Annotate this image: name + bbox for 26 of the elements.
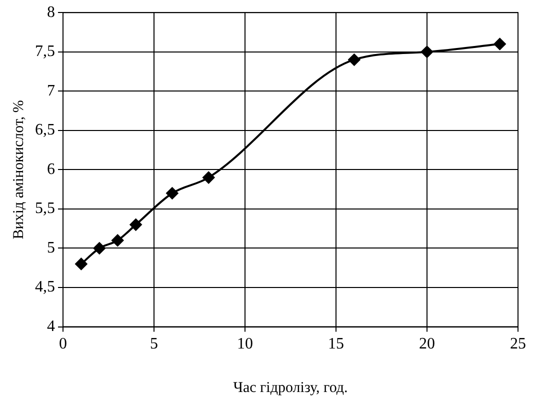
- y-tick-label: 4: [47, 318, 55, 336]
- y-tick-label: 8: [47, 4, 55, 21]
- point: [421, 46, 433, 58]
- point: [130, 218, 142, 231]
- x-axis-title: Час гідролізу, год.: [233, 380, 348, 396]
- point: [75, 258, 88, 270]
- x-tick-label: 20: [419, 336, 435, 353]
- y-tick-label: 4,5: [35, 278, 55, 296]
- y-tick-label: 7,5: [35, 43, 55, 60]
- y-tick-label: 7: [47, 82, 55, 100]
- x-tick-label: 0: [59, 336, 67, 353]
- y-tick-label: 6,5: [35, 122, 55, 139]
- point: [166, 187, 178, 200]
- point: [494, 38, 506, 50]
- y-tick-label: 6: [47, 160, 55, 178]
- point: [112, 234, 124, 246]
- x-tick-label: 5: [150, 336, 158, 353]
- point: [202, 172, 215, 184]
- x-tick-label: 25: [510, 336, 526, 353]
- y-tick-label: 5,5: [35, 200, 55, 218]
- y-tick-label: 5: [47, 239, 55, 256]
- point: [93, 242, 106, 254]
- x-tick-label: 10: [237, 336, 253, 353]
- y-axis-title: Вихід амінокислот, %: [10, 100, 27, 240]
- x-tick-label: 15: [328, 336, 344, 353]
- point: [348, 54, 360, 66]
